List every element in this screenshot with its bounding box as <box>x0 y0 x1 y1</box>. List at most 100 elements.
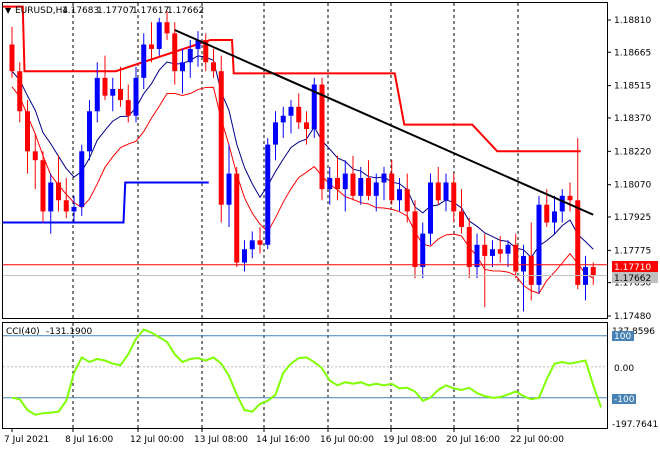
candle[interactable] <box>327 166 333 205</box>
candle-body <box>575 200 581 285</box>
candle[interactable] <box>459 189 464 234</box>
candle[interactable] <box>482 233 488 308</box>
price-tick-label: 1.18220 <box>614 147 651 157</box>
candle[interactable] <box>335 155 340 201</box>
candle[interactable] <box>102 55 108 101</box>
candle-body <box>304 122 309 130</box>
candle[interactable] <box>149 22 154 63</box>
candle[interactable] <box>528 222 534 301</box>
price-tick-label: 1.18810 <box>614 16 651 26</box>
candle[interactable] <box>195 31 201 67</box>
candle[interactable] <box>311 77 317 138</box>
time-axis <box>11 428 519 432</box>
candle[interactable] <box>443 173 449 212</box>
candle-body <box>296 106 302 123</box>
candle[interactable] <box>358 166 364 205</box>
candle[interactable] <box>265 137 271 250</box>
candle[interactable] <box>521 244 526 312</box>
candle[interactable] <box>226 144 232 227</box>
candle[interactable] <box>544 189 550 227</box>
candle[interactable] <box>366 160 371 201</box>
candle[interactable] <box>218 55 224 223</box>
price-tick-label: 1.18665 <box>614 48 651 58</box>
candle[interactable] <box>389 160 395 205</box>
candle[interactable] <box>257 226 263 254</box>
candle-body <box>94 77 100 112</box>
candle-body <box>459 211 464 227</box>
candle-body <box>443 182 449 201</box>
candle[interactable] <box>110 77 116 112</box>
candle[interactable] <box>552 195 557 234</box>
candle[interactable] <box>428 173 433 245</box>
candle[interactable] <box>474 233 480 279</box>
candle[interactable] <box>48 173 54 234</box>
candle[interactable] <box>575 137 581 290</box>
candle[interactable] <box>40 151 46 223</box>
candle[interactable] <box>420 222 426 279</box>
candle[interactable] <box>25 100 30 174</box>
candle[interactable] <box>71 195 77 223</box>
candle[interactable] <box>397 178 402 212</box>
candle-body <box>118 88 123 101</box>
candle[interactable] <box>172 22 178 85</box>
candle[interactable] <box>56 155 61 212</box>
candle[interactable] <box>87 100 92 161</box>
candle[interactable] <box>32 133 38 190</box>
candle[interactable] <box>273 111 278 161</box>
candle[interactable] <box>490 240 495 268</box>
candle[interactable] <box>187 40 193 78</box>
candle[interactable] <box>79 144 85 216</box>
candle[interactable] <box>404 173 410 223</box>
candle[interactable] <box>536 195 542 294</box>
candle[interactable] <box>141 33 147 89</box>
candle[interactable] <box>304 111 309 145</box>
candle[interactable] <box>203 33 209 72</box>
candle[interactable] <box>319 77 325 201</box>
candle[interactable] <box>288 100 294 134</box>
candle[interactable] <box>180 48 185 94</box>
candle[interactable] <box>242 240 247 272</box>
candle[interactable] <box>133 66 139 123</box>
candle[interactable] <box>505 240 511 268</box>
candle[interactable] <box>567 182 573 212</box>
candle-body <box>71 206 77 212</box>
candle[interactable] <box>234 166 240 268</box>
trendline[interactable] <box>174 29 594 216</box>
candle[interactable] <box>412 200 418 279</box>
candle[interactable] <box>94 62 100 123</box>
candle-body <box>226 173 232 205</box>
candle[interactable] <box>466 218 472 279</box>
candle-body <box>102 77 108 96</box>
candle[interactable] <box>249 231 255 259</box>
candle[interactable] <box>125 84 131 123</box>
candle[interactable] <box>381 166 387 201</box>
candle[interactable] <box>156 17 162 56</box>
candle[interactable] <box>164 11 170 41</box>
candle[interactable] <box>350 155 356 201</box>
candlesticks[interactable] <box>9 11 596 312</box>
candle[interactable] <box>451 173 457 223</box>
collapse-arrow-icon[interactable]: ▼ <box>5 6 12 15</box>
candle[interactable] <box>17 62 23 123</box>
candle[interactable] <box>435 166 441 205</box>
candle[interactable] <box>9 26 15 78</box>
symbol-label: EURUSD,H4 <box>15 6 68 16</box>
candle[interactable] <box>211 48 216 78</box>
candle[interactable] <box>373 173 379 212</box>
candle-body <box>358 178 364 196</box>
candle[interactable] <box>118 66 123 107</box>
candle[interactable] <box>280 106 286 138</box>
candle-body <box>164 22 170 34</box>
candle[interactable] <box>342 160 348 212</box>
cci-level-0-label: 0.00 <box>614 364 634 374</box>
candle[interactable] <box>296 93 302 130</box>
candle[interactable] <box>497 235 503 263</box>
candle[interactable] <box>63 178 69 219</box>
candle[interactable] <box>559 189 565 223</box>
candle-body <box>172 33 178 72</box>
candle[interactable] <box>590 262 596 285</box>
candle-body <box>133 77 139 116</box>
candle[interactable] <box>513 233 519 279</box>
price-tick-label: 1.18070 <box>614 181 651 191</box>
ohlc-low: 1.17617 <box>132 6 169 16</box>
